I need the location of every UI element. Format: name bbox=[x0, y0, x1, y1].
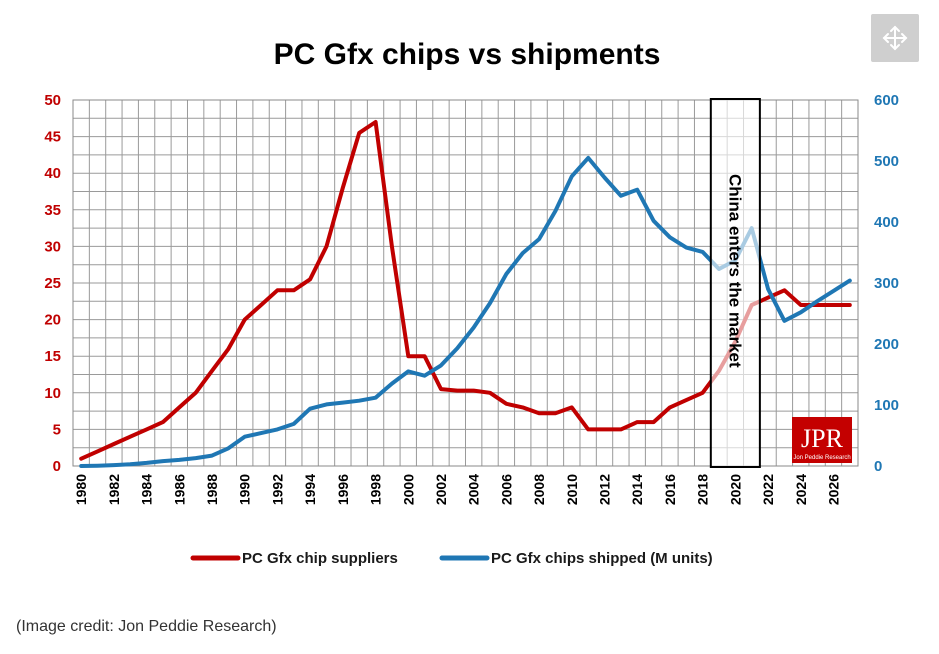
y-left-tick-label: 0 bbox=[53, 458, 61, 475]
x-tick-label: 2000 bbox=[400, 474, 416, 505]
x-tick-label: 1982 bbox=[106, 474, 122, 505]
x-tick-label: 1998 bbox=[368, 474, 384, 505]
y-left-tick-label: 10 bbox=[44, 385, 61, 402]
axes: 0510152025303540455001002003004005006001… bbox=[44, 92, 899, 505]
x-tick-label: 2010 bbox=[564, 474, 580, 505]
jpr-logo: JPR Jon Peddie Research bbox=[792, 417, 852, 463]
band-annotation: China enters the market bbox=[725, 174, 744, 368]
y-right-tick-label: 0 bbox=[874, 458, 882, 475]
y-right-tick-label: 100 bbox=[874, 397, 899, 414]
y-left-tick-label: 25 bbox=[44, 275, 61, 292]
x-tick-label: 1992 bbox=[269, 474, 285, 505]
x-tick-label: 2002 bbox=[433, 474, 449, 505]
x-tick-label: 1988 bbox=[204, 474, 220, 505]
x-tick-label: 1986 bbox=[171, 474, 187, 505]
logo-text: JPR bbox=[801, 424, 844, 453]
x-tick-label: 2004 bbox=[466, 474, 482, 505]
image-credit: (Image credit: Jon Peddie Research) bbox=[16, 618, 277, 635]
logo-subtext: Jon Peddie Research bbox=[793, 455, 850, 461]
y-left-tick-label: 40 bbox=[44, 165, 61, 182]
y-left-tick-label: 20 bbox=[44, 312, 61, 329]
x-tick-label: 1980 bbox=[73, 474, 89, 505]
x-tick-label: 2012 bbox=[597, 474, 613, 505]
y-left-tick-label: 15 bbox=[44, 348, 61, 365]
x-tick-label: 1996 bbox=[335, 474, 351, 505]
legend-label: PC Gfx chip suppliers bbox=[242, 550, 398, 567]
x-tick-label: 1984 bbox=[139, 474, 155, 505]
x-tick-label: 2008 bbox=[531, 474, 547, 505]
y-left-tick-label: 35 bbox=[44, 202, 61, 219]
x-tick-label: 2018 bbox=[695, 474, 711, 505]
legend: PC Gfx chip suppliers PC Gfx chips shippe… bbox=[190, 550, 713, 567]
x-tick-label: 1990 bbox=[237, 474, 253, 505]
x-tick-label: 1994 bbox=[302, 474, 318, 505]
highlight-band bbox=[709, 98, 761, 468]
y-right-tick-label: 600 bbox=[874, 92, 899, 109]
y-left-tick-label: 45 bbox=[44, 129, 61, 146]
move-arrows-icon bbox=[882, 25, 908, 51]
y-left-tick-label: 5 bbox=[53, 421, 61, 438]
x-tick-label: 2022 bbox=[760, 474, 776, 505]
expand-button[interactable] bbox=[871, 14, 919, 62]
x-tick-label: 2006 bbox=[498, 474, 514, 505]
y-left-tick-label: 30 bbox=[44, 238, 61, 255]
band-layer: China enters the market bbox=[709, 98, 761, 468]
x-tick-label: 2020 bbox=[727, 474, 743, 505]
y-right-tick-label: 500 bbox=[874, 153, 899, 170]
y-right-tick-label: 200 bbox=[874, 336, 899, 353]
chart-title: PC Gfx chips vs shipments bbox=[274, 38, 661, 71]
x-tick-label: 2016 bbox=[662, 474, 678, 505]
y-right-tick-label: 300 bbox=[874, 275, 899, 292]
y-left-tick-label: 50 bbox=[44, 92, 61, 109]
plot-frame bbox=[72, 99, 859, 467]
y-right-tick-label: 400 bbox=[874, 214, 899, 231]
x-tick-label: 2014 bbox=[629, 474, 645, 505]
x-tick-label: 2026 bbox=[825, 474, 841, 505]
x-tick-label: 2024 bbox=[793, 474, 809, 505]
legend-label: PC Gfx chips shipped (M units) bbox=[491, 550, 713, 567]
